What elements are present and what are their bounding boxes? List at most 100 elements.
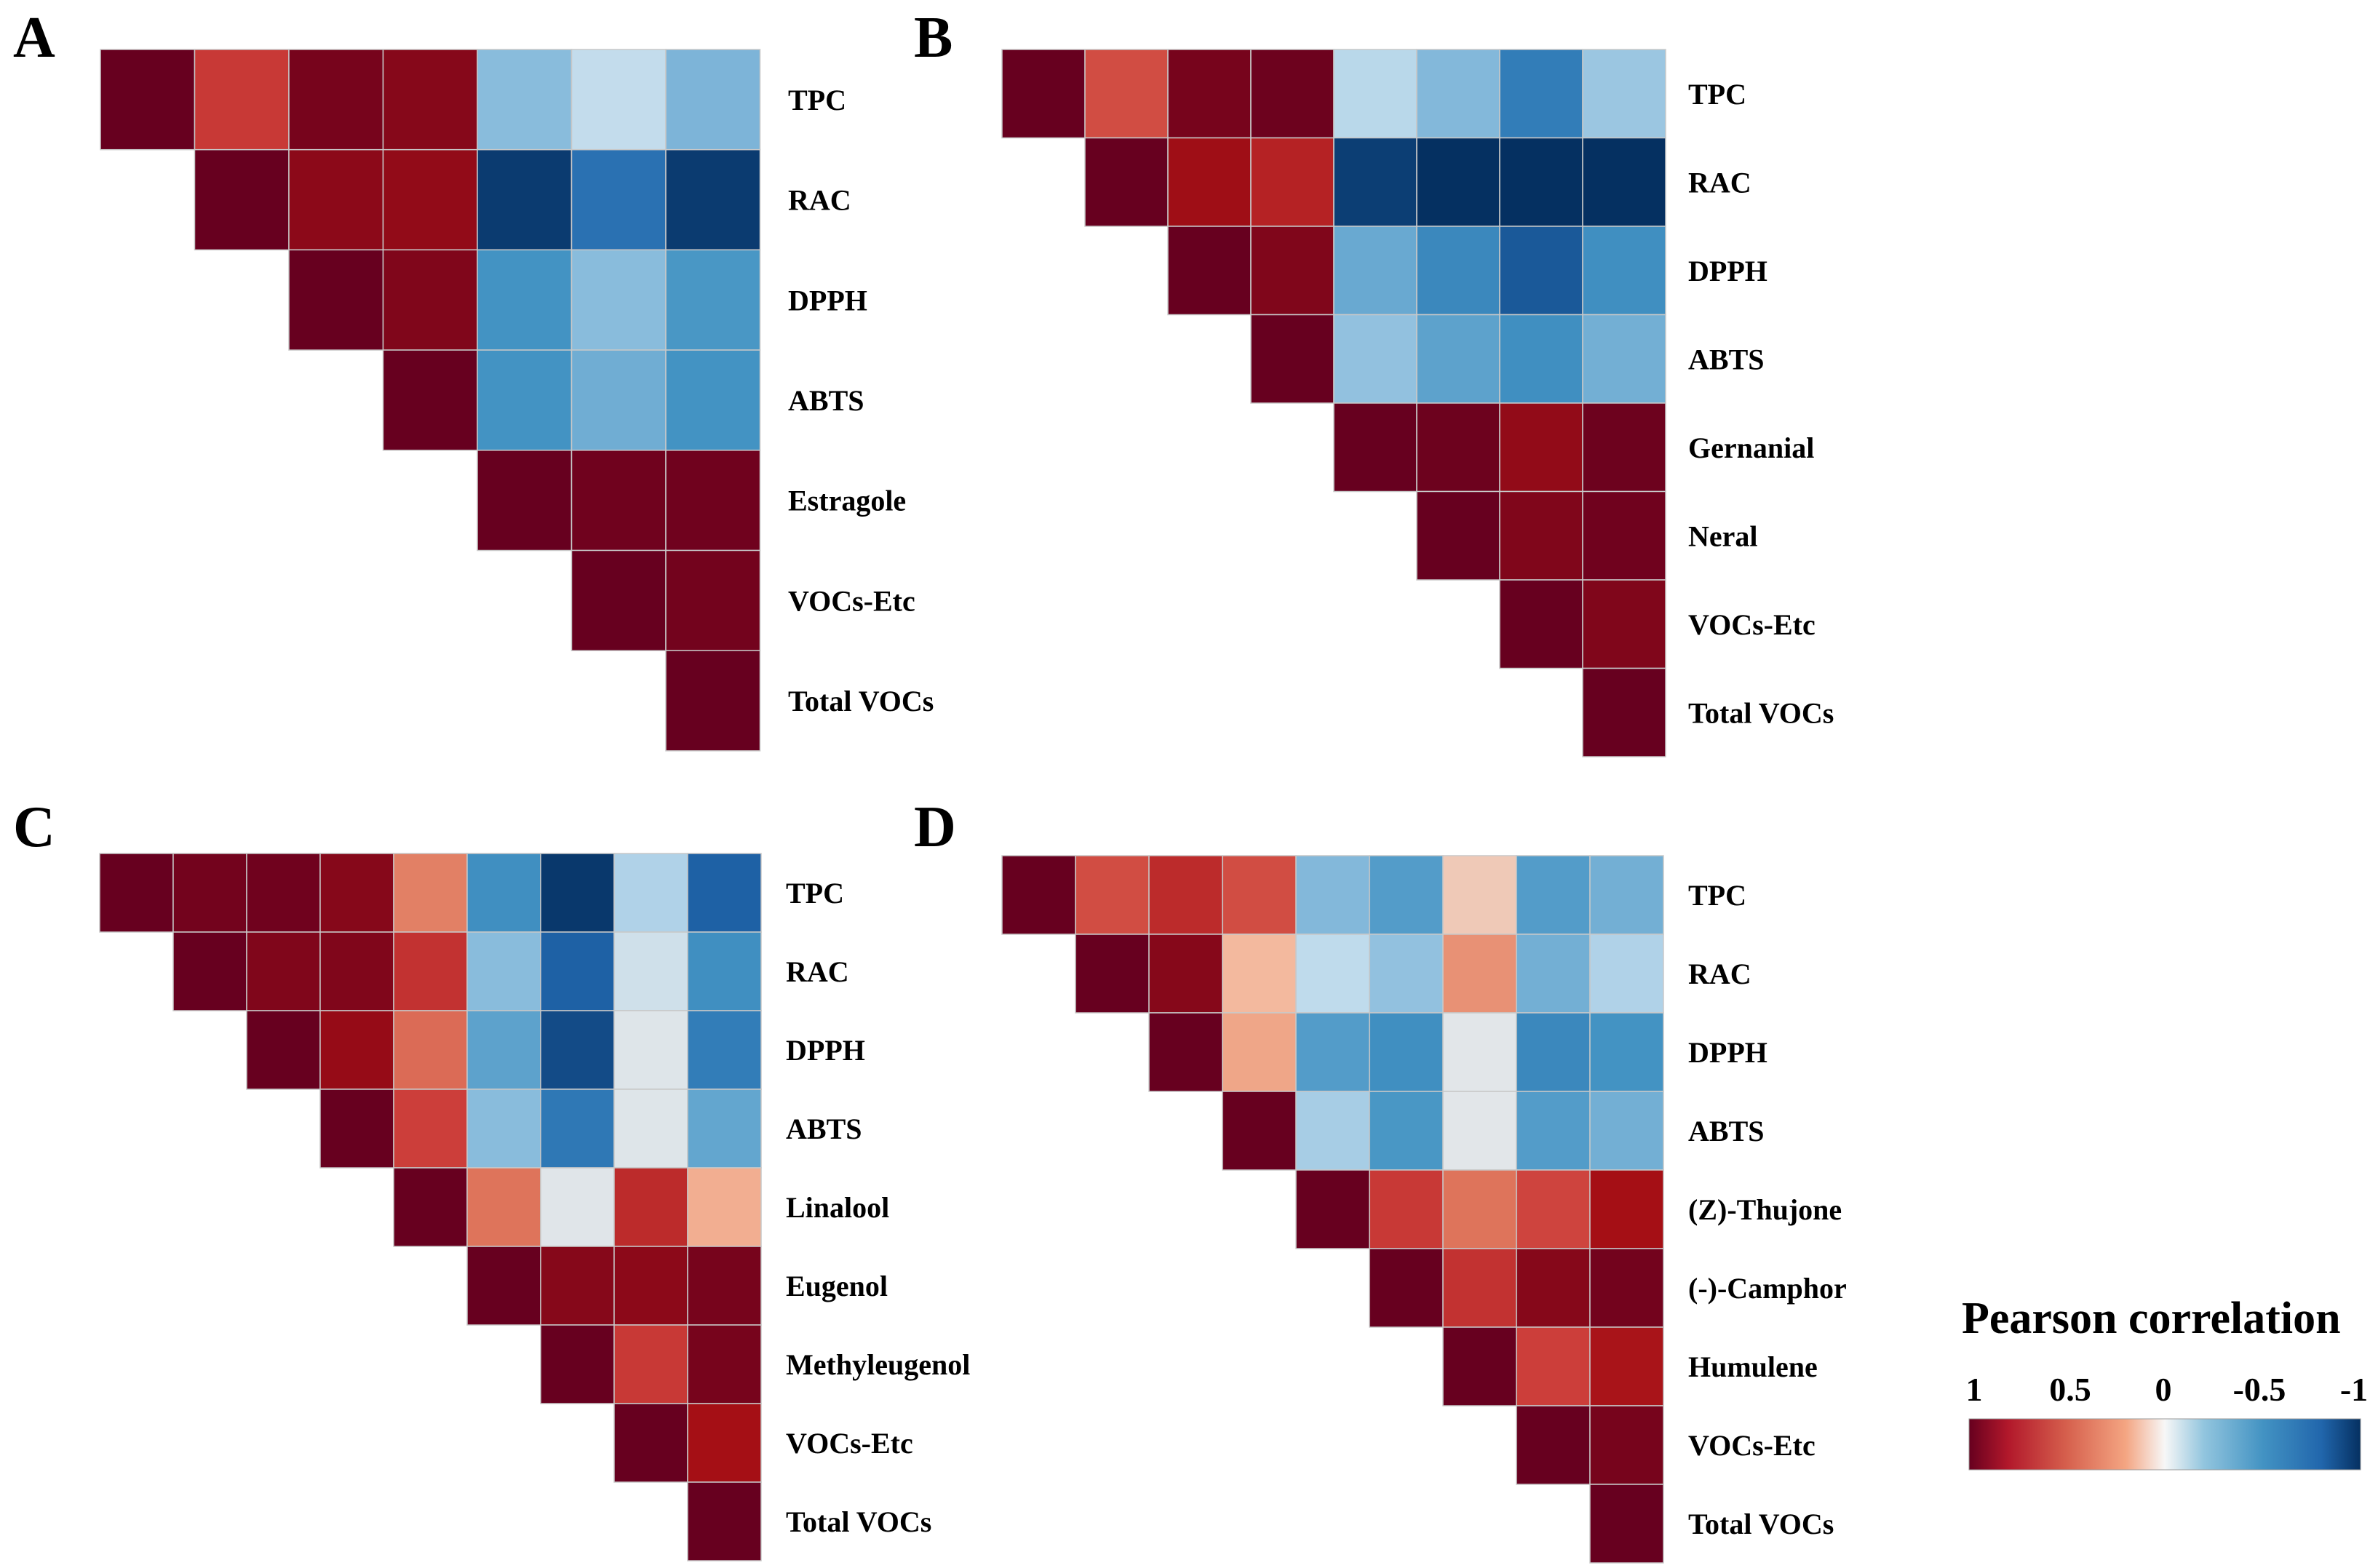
heatmap-cell [1516, 855, 1591, 935]
row-label: DPPH [1688, 1036, 1767, 1069]
legend-tick: -0.5 [2233, 1371, 2286, 1408]
heatmap-cell [1589, 1169, 1664, 1249]
heatmap-cell [1442, 1248, 1517, 1328]
row-label: Gernanial [1688, 431, 1814, 464]
heatmap-cell [1295, 1169, 1370, 1249]
heatmap-cell [319, 1010, 394, 1090]
heatmap-cell [665, 450, 761, 552]
heatmap-cell [1084, 49, 1169, 139]
heatmap-cell [1369, 934, 1444, 1014]
heatmap-cell [1582, 402, 1666, 493]
row-label: RAC [1688, 958, 1751, 990]
row-label: VOCs-Etc [1688, 608, 1816, 641]
heatmap-cell [1516, 1091, 1591, 1171]
heatmap-cell [1333, 314, 1417, 404]
heatmap-cell [687, 1403, 762, 1483]
heatmap-cell [1582, 226, 1666, 316]
legend-tick: -1 [2340, 1371, 2368, 1408]
panel-letter: A [13, 6, 55, 70]
heatmap-cell [613, 1167, 688, 1247]
row-label: Total VOCs [788, 685, 934, 717]
heatmap-cell [1167, 49, 1252, 139]
heatmap-cell [540, 1324, 615, 1404]
heatmap-cell [570, 549, 667, 651]
heatmap-cell [613, 1246, 688, 1326]
heatmap-cell [393, 853, 468, 933]
heatmap-cell [570, 49, 667, 151]
heatmap-cell [319, 931, 394, 1011]
heatmap-cell [570, 148, 667, 251]
heatmap-cell [99, 853, 174, 933]
heatmap-cell [1369, 1091, 1444, 1171]
heatmap-cell [1582, 667, 1666, 757]
heatmap-cell [570, 349, 667, 451]
heatmap-cell [1582, 314, 1666, 404]
heatmap-cell [1001, 855, 1076, 935]
heatmap-cell [393, 1167, 468, 1247]
heatmap-cell [1416, 226, 1500, 316]
panel-letter: D [914, 795, 956, 859]
legend-title: Pearson correlation [1962, 1294, 2341, 1343]
legend-color-bar [1968, 1418, 2361, 1471]
heatmap-cell [1333, 226, 1417, 316]
heatmap-cell [1250, 226, 1335, 316]
heatmap-cell [1499, 226, 1583, 316]
row-label: (Z)-Thujone [1688, 1193, 1842, 1226]
heatmap-cell [540, 931, 615, 1011]
heatmap-cell [1499, 579, 1583, 669]
heatmap-cell [1295, 1012, 1370, 1092]
panel-letter: C [13, 795, 55, 859]
heatmap-cell [1499, 49, 1583, 139]
heatmap-cell [540, 853, 615, 933]
heatmap-cell [246, 853, 321, 933]
heatmap-cell [1442, 1012, 1517, 1092]
heatmap-cell [1416, 49, 1500, 139]
heatmap-cell [1499, 314, 1583, 404]
heatmap-cell [288, 49, 384, 151]
row-label: Methyleugenol [786, 1348, 970, 1381]
heatmap-cell [1148, 855, 1223, 935]
legend-tick: 0.5 [2049, 1371, 2091, 1408]
row-label: DPPH [788, 284, 867, 317]
heatmap-cell [1222, 934, 1297, 1014]
heatmap-cell [1001, 49, 1086, 139]
heatmap-cell [1295, 1091, 1370, 1171]
heatmap-cell [687, 1010, 762, 1090]
heatmap-cell [1442, 1169, 1517, 1249]
heatmap-cell [1333, 137, 1417, 227]
heatmap-cell [1222, 1012, 1297, 1092]
heatmap-cell [687, 853, 762, 933]
heatmap-cell [1589, 1326, 1664, 1406]
heatmap-panel-d: D TPC RAC DPPH ABTS (Z)-Thujone (-)-Camphor Hum… [914, 795, 1847, 1564]
heatmap-cell [1516, 934, 1591, 1014]
heatmap-cell [382, 349, 478, 451]
row-label: Total VOCs [1688, 696, 1834, 729]
heatmap-cell [540, 1089, 615, 1169]
row-label: VOCs-Etc [788, 584, 915, 617]
heatmap-cell [466, 1089, 541, 1169]
color-legend: Pearson correlation 1 0.5 0 -0.5 -1 [1962, 1294, 2368, 1471]
row-label: RAC [1688, 166, 1751, 199]
heatmap-cell [1499, 490, 1583, 581]
heatmap-cell [665, 148, 761, 251]
heatmap-cell [687, 1089, 762, 1169]
legend-tick: 1 [1966, 1371, 1983, 1408]
heatmap-cell [1582, 137, 1666, 227]
heatmap-cell [319, 1089, 394, 1169]
heatmap-cell [1075, 855, 1150, 935]
heatmap-cell [540, 1167, 615, 1247]
heatmap-cell [1250, 314, 1335, 404]
panel-letter: B [914, 6, 953, 70]
heatmap-cell [288, 148, 384, 251]
heatmap-cell [1333, 402, 1417, 493]
heatmap-cell [665, 650, 761, 752]
heatmap-cell [1442, 1326, 1517, 1406]
heatmap-cell [382, 49, 478, 151]
row-label: Estragole [788, 485, 906, 517]
row-label: ABTS [788, 384, 864, 417]
heatmap-cell [477, 450, 573, 552]
heatmap-cell [382, 148, 478, 251]
heatmap-cell [172, 853, 247, 933]
row-label: ABTS [786, 1113, 862, 1145]
